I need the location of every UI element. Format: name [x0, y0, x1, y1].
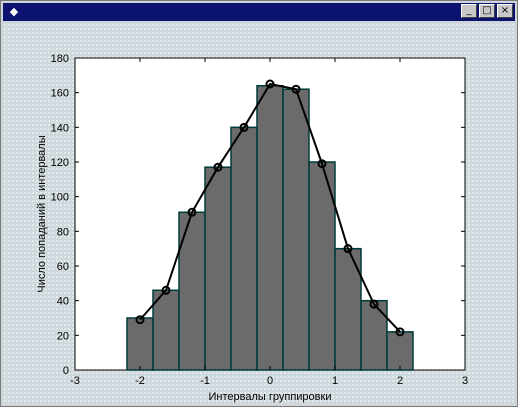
figure-icon[interactable]: ◆ — [9, 6, 19, 18]
bar — [386, 331, 414, 371]
bars-group — [126, 84, 414, 371]
y-tick-label: 140 — [51, 122, 69, 134]
bar — [308, 161, 336, 371]
data-point — [265, 79, 275, 89]
x-tick-label: 1 — [332, 375, 338, 387]
title-bar[interactable]: ◆ _ □ × — [3, 3, 515, 21]
bar — [282, 88, 310, 371]
line-group — [135, 79, 405, 337]
bar — [360, 299, 388, 371]
y-axis-label: Число попаданий в интервалы — [36, 135, 48, 292]
series-line — [139, 82, 401, 333]
bar — [126, 317, 154, 371]
bar — [178, 211, 206, 371]
data-point — [369, 299, 379, 309]
y-tick-label: 100 — [51, 192, 69, 204]
x-axis: -3 -2 -1 0 1 2 3 — [70, 58, 468, 387]
y-tick-label: 160 — [51, 88, 69, 100]
x-tick-label: -3 — [70, 375, 80, 387]
bar — [256, 84, 284, 371]
close-button[interactable]: × — [497, 4, 513, 18]
y-tick-label: 0 — [63, 365, 69, 377]
bar — [230, 126, 258, 371]
x-axis-label: Интервалы группировки — [209, 391, 332, 403]
x-tick-label: 2 — [397, 375, 403, 387]
bar — [152, 289, 180, 371]
data-point — [213, 162, 223, 172]
bar — [204, 166, 232, 371]
y-tick-label: 40 — [57, 296, 69, 308]
x-tick-label: -1 — [200, 375, 210, 387]
x-tick-label: 3 — [462, 375, 468, 387]
x-tick-label: -2 — [135, 375, 145, 387]
data-point — [395, 327, 405, 337]
data-point — [343, 244, 353, 254]
data-point — [187, 207, 197, 217]
data-point — [135, 315, 145, 325]
y-tick-label: 180 — [51, 53, 69, 65]
minimize-button[interactable]: _ — [461, 4, 477, 18]
data-point — [161, 285, 171, 295]
y-axis: 0 20 40 60 80 100 120 140 160 180 — [51, 53, 465, 377]
window-controls: _ □ × — [461, 4, 513, 18]
x-tick-label: 0 — [267, 375, 273, 387]
maximize-button[interactable]: □ — [479, 4, 495, 18]
data-point — [291, 84, 301, 94]
data-point — [317, 159, 327, 169]
y-tick-label: 120 — [51, 157, 69, 169]
y-tick-label: 20 — [57, 330, 69, 342]
data-point — [239, 122, 249, 132]
y-tick-label: 60 — [57, 261, 69, 273]
y-tick-label: 80 — [57, 226, 69, 238]
